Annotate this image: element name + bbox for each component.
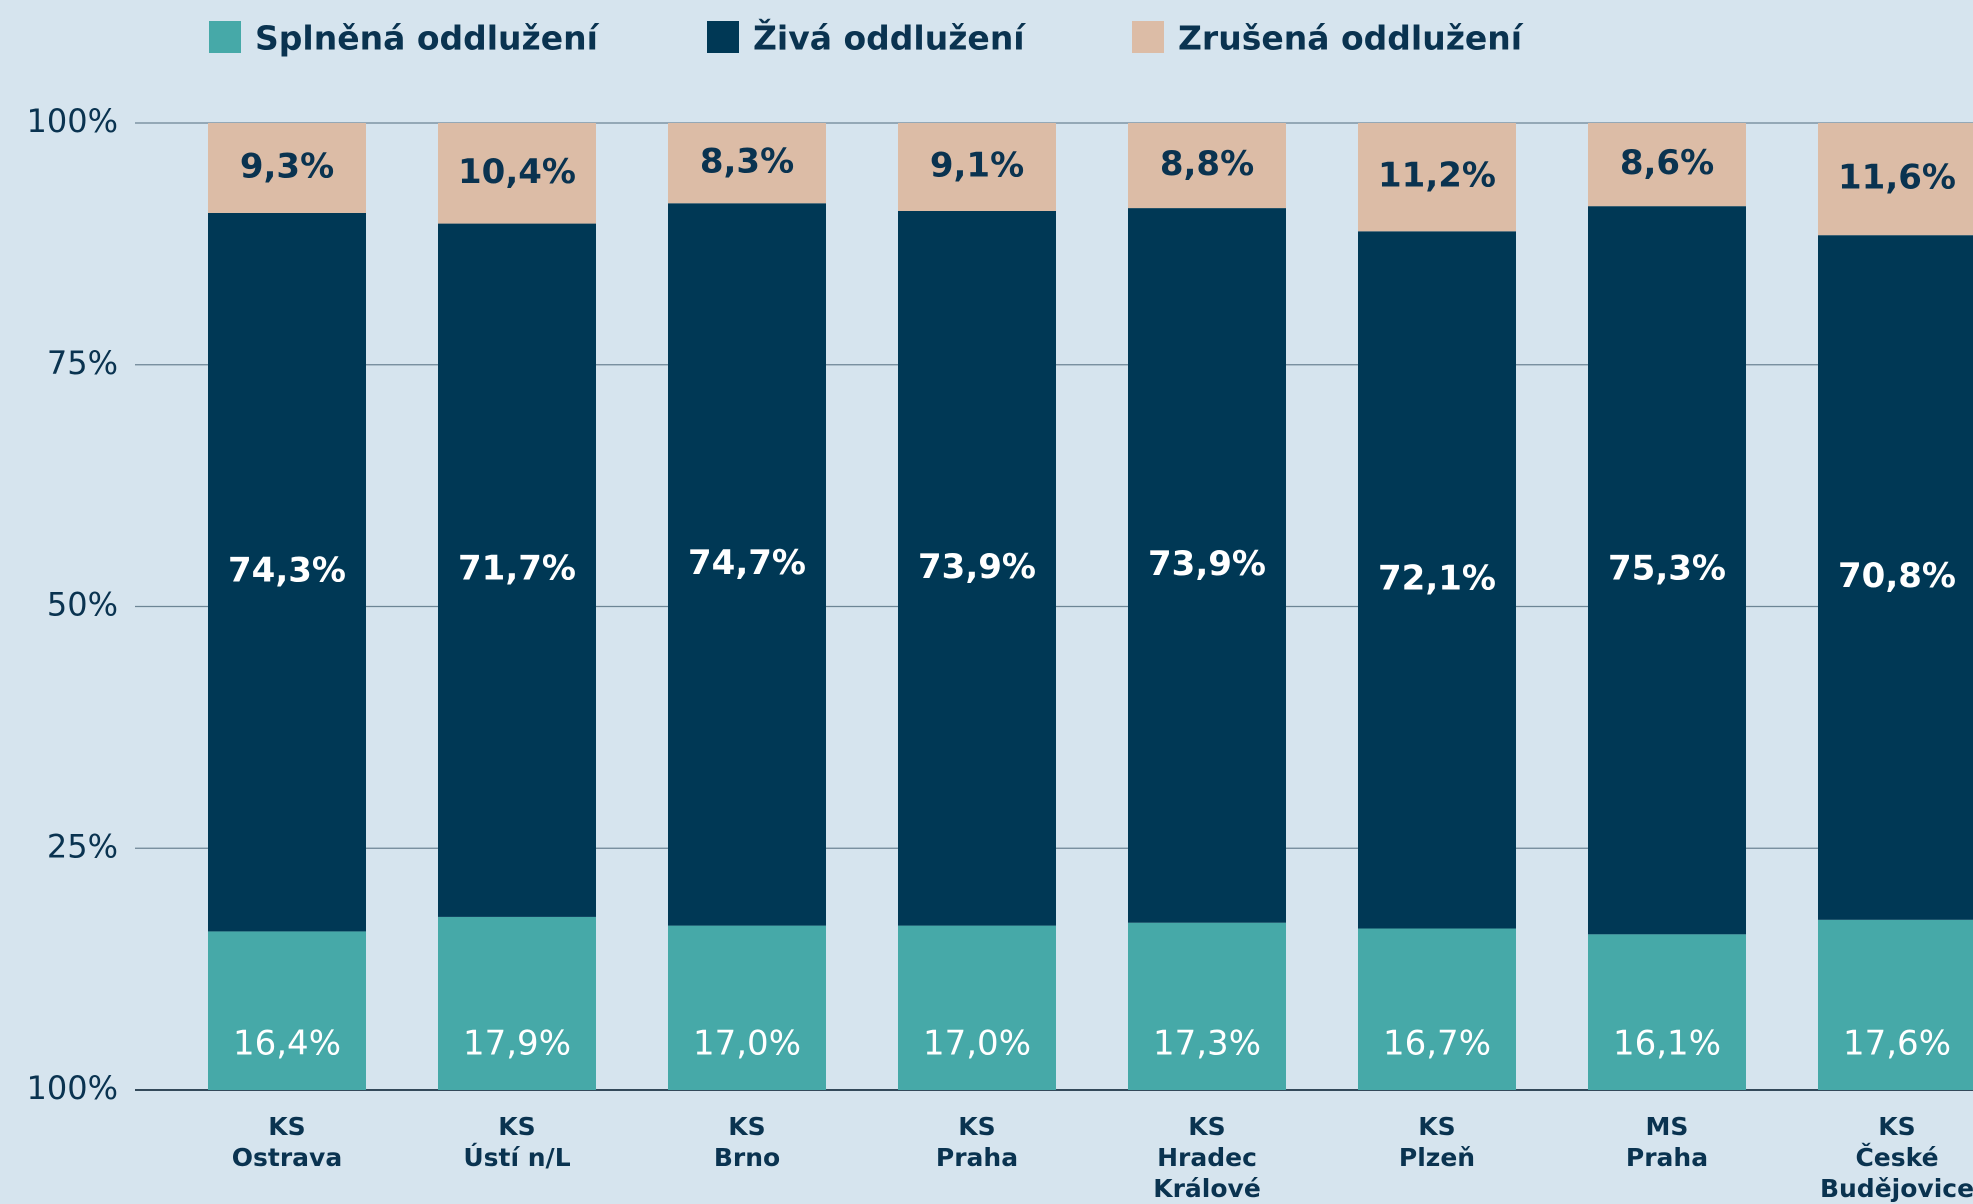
bar-segment bbox=[1588, 123, 1746, 207]
bar-segment bbox=[898, 123, 1056, 211]
x-tick-label: KS bbox=[268, 1112, 305, 1141]
data-label: 17,9% bbox=[463, 1024, 571, 1064]
y-tick-label: 100% bbox=[27, 102, 118, 140]
legend-label: Živá oddlužení bbox=[753, 18, 1026, 58]
bar-segment bbox=[1128, 922, 1286, 1090]
bar-segment bbox=[208, 123, 366, 213]
data-label: 74,3% bbox=[228, 551, 346, 591]
data-label: 73,9% bbox=[1148, 544, 1266, 584]
x-tick-label: KS bbox=[728, 1112, 765, 1141]
bar-segment bbox=[208, 931, 366, 1090]
bar-segment bbox=[208, 212, 366, 932]
x-tick-label: Budějovice bbox=[1820, 1174, 1973, 1203]
x-tick-label: KS bbox=[498, 1112, 535, 1141]
data-label: 74,7% bbox=[688, 543, 806, 583]
data-label: 17,3% bbox=[1153, 1024, 1261, 1064]
data-label: 73,9% bbox=[918, 547, 1036, 587]
data-label: 11,2% bbox=[1378, 156, 1496, 196]
x-tick-label: Praha bbox=[936, 1143, 1018, 1172]
bar-segment bbox=[668, 123, 826, 204]
data-label: 16,7% bbox=[1383, 1024, 1491, 1064]
data-label: 11,6% bbox=[1838, 158, 1956, 198]
bar-segment bbox=[1588, 934, 1746, 1090]
data-label: 17,6% bbox=[1843, 1024, 1951, 1064]
bar-segment bbox=[898, 925, 1056, 1090]
data-label: 17,0% bbox=[923, 1024, 1031, 1064]
bar-segment bbox=[1358, 123, 1516, 232]
y-tick-label: 50% bbox=[47, 586, 118, 624]
data-label: 10,4% bbox=[458, 152, 576, 192]
data-label: 16,1% bbox=[1613, 1024, 1721, 1064]
legend-label: Splněná oddlužení bbox=[255, 19, 600, 58]
bar-segment bbox=[1128, 208, 1286, 923]
bar-segment bbox=[668, 925, 826, 1090]
data-label: 16,4% bbox=[233, 1024, 341, 1064]
x-tick-label: MS bbox=[1646, 1112, 1689, 1141]
bar-segment bbox=[1128, 123, 1286, 209]
x-tick-label: Ústí n/L bbox=[463, 1142, 570, 1172]
bar-segment bbox=[438, 916, 596, 1090]
x-tick-label: KS bbox=[958, 1112, 995, 1141]
data-label: 17,0% bbox=[693, 1024, 801, 1064]
x-tick-label: Praha bbox=[1626, 1143, 1708, 1172]
legend-swatch bbox=[209, 21, 241, 53]
data-label: 72,1% bbox=[1378, 558, 1496, 598]
x-tick-label: KS bbox=[1188, 1112, 1225, 1141]
x-tick-label: KS bbox=[1878, 1112, 1915, 1141]
bar-segment bbox=[668, 203, 826, 926]
bar-segment bbox=[898, 210, 1056, 926]
data-label: 75,3% bbox=[1608, 549, 1726, 589]
bar-segment bbox=[438, 123, 596, 224]
data-label: 71,7% bbox=[458, 549, 576, 589]
data-label: 8,6% bbox=[1620, 143, 1714, 183]
x-tick-label: KS bbox=[1418, 1112, 1455, 1141]
data-label: 8,8% bbox=[1160, 144, 1254, 184]
data-label: 9,3% bbox=[240, 146, 334, 186]
data-label: 70,8% bbox=[1838, 556, 1956, 596]
y-tick-label: 100% bbox=[27, 1069, 118, 1107]
x-tick-label: Králové bbox=[1153, 1174, 1261, 1203]
bar-segment bbox=[1588, 206, 1746, 935]
legend-swatch bbox=[1132, 21, 1164, 53]
x-tick-label: Plzeň bbox=[1399, 1143, 1475, 1172]
y-tick-label: 75% bbox=[47, 344, 118, 382]
bar-segment bbox=[438, 223, 596, 917]
data-label: 8,3% bbox=[700, 142, 794, 182]
y-tick-label: 25% bbox=[47, 827, 118, 865]
x-tick-label: Ostrava bbox=[232, 1143, 342, 1172]
legend-label: Zrušená oddlužení bbox=[1178, 19, 1524, 58]
data-label: 9,1% bbox=[930, 145, 1024, 185]
bar-segment bbox=[1818, 919, 1973, 1090]
bar-segment bbox=[1818, 235, 1973, 920]
bar-segment bbox=[1358, 928, 1516, 1090]
x-tick-label: Brno bbox=[714, 1143, 780, 1172]
x-tick-label: Hradec bbox=[1157, 1143, 1257, 1172]
legend-swatch bbox=[707, 21, 739, 53]
bar-segment bbox=[1358, 231, 1516, 929]
bar-segment bbox=[1818, 123, 1973, 236]
x-tick-label: České bbox=[1855, 1142, 1938, 1172]
